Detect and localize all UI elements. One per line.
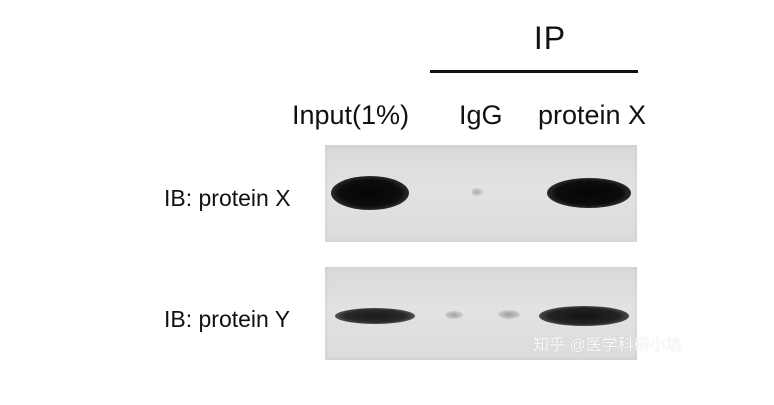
band-ip-protein-x [547,178,631,208]
band-input-protein-x [331,176,409,210]
row-label-ib-protein-y: IB: protein Y [164,306,291,332]
band-igg-protein-y-right [498,310,520,319]
band-ip-protein-y [539,306,629,326]
lane-label-protein-x: protein X [538,100,647,130]
band-igg-protein-x [471,188,483,196]
ip-header-label: IP [533,20,567,56]
ip-grouping-bar [430,70,638,73]
row-label-ib-protein-x: IB: protein X [164,185,291,211]
lane-label-input: Input(1%) [292,100,410,130]
lane-label-igg: IgG [459,100,503,130]
band-input-protein-y [335,308,415,324]
band-igg-protein-y-left [445,311,463,319]
blot-panel-protein-y [325,267,637,360]
watermark: 知乎 @医学科研小坑 [533,337,682,354]
blot-panel-protein-x [325,145,637,242]
